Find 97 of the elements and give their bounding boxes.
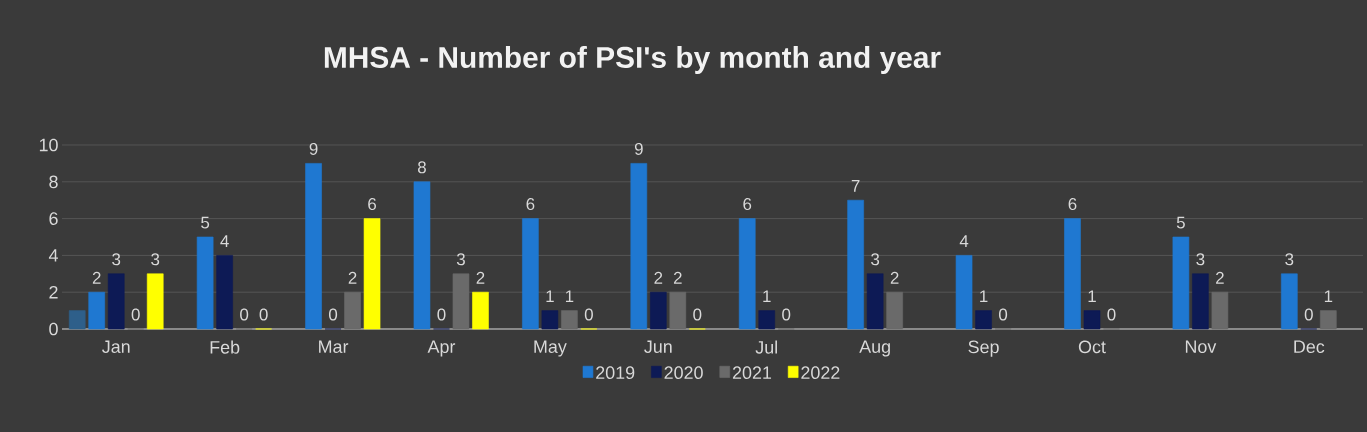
x-tick-label: Mar <box>319 340 349 354</box>
data-label: 0 <box>782 308 791 321</box>
x-tick-label: Jun <box>644 340 672 354</box>
bar <box>216 255 233 330</box>
data-label: 2 <box>654 271 663 284</box>
data-label: 3 <box>151 253 160 266</box>
bar <box>1211 291 1229 330</box>
bar <box>196 236 214 330</box>
data-label: 3 <box>456 253 465 266</box>
bar <box>758 310 776 330</box>
x-tick-label: May <box>534 340 567 357</box>
y-tick-label: 0 <box>49 322 58 336</box>
bar <box>344 291 361 330</box>
data-label: 4 <box>959 235 969 247</box>
data-label: 1 <box>980 290 988 303</box>
x-tick-label: Feb <box>210 340 240 354</box>
bar <box>363 218 381 330</box>
data-label: 6 <box>368 198 377 211</box>
legend-label: 2022 <box>801 366 840 379</box>
data-label: 9 <box>309 142 318 155</box>
bar <box>738 218 756 330</box>
legend-label: 2019 <box>596 366 635 379</box>
data-label: 0 <box>259 308 268 321</box>
bar <box>522 218 539 330</box>
data-label: 6 <box>743 198 752 211</box>
data-label: 5 <box>201 216 210 229</box>
bar <box>541 310 559 330</box>
bar <box>1083 310 1101 330</box>
data-label: 3 <box>871 253 880 266</box>
bar <box>413 181 431 330</box>
data-label: 1 <box>546 290 554 303</box>
data-label: 0 <box>1107 308 1116 321</box>
data-label: 0 <box>999 308 1008 321</box>
bar <box>1281 273 1298 330</box>
bar <box>847 199 864 330</box>
bar <box>107 273 125 330</box>
data-label: 3 <box>112 253 121 266</box>
data-label: 2 <box>1216 271 1224 284</box>
x-tick-label: Oct <box>1078 340 1106 354</box>
data-label: 0 <box>131 308 140 321</box>
y-tick-label: 2 <box>49 285 58 299</box>
x-tick-label: Nov <box>1185 340 1217 354</box>
x-tick-label: Apr <box>427 340 456 357</box>
x-tick-label: Aug <box>859 340 890 357</box>
data-label: 7 <box>851 180 860 192</box>
data-label: 6 <box>1068 198 1077 211</box>
bar <box>305 163 322 330</box>
x-tick-label: Jan <box>102 340 130 354</box>
data-label: 0 <box>329 308 338 321</box>
bar <box>975 310 992 330</box>
data-label: 4 <box>220 235 229 247</box>
bar <box>1064 218 1081 330</box>
data-label: 8 <box>418 161 426 174</box>
data-label: 2 <box>92 271 101 284</box>
bar <box>146 273 164 330</box>
data-label: 9 <box>634 142 643 155</box>
data-label: 2 <box>890 271 899 284</box>
x-tick-label: Jul <box>755 340 777 354</box>
legend-label: 2021 <box>732 366 772 379</box>
legend-label: 2020 <box>664 366 703 379</box>
y-tick-label: 4 <box>48 249 58 262</box>
bar <box>955 255 973 330</box>
data-label: 2 <box>673 271 682 284</box>
bar <box>88 291 106 330</box>
bar <box>561 310 578 330</box>
data-label: 3 <box>1196 253 1205 266</box>
bar <box>866 273 884 330</box>
chart-title: MHSA - Number of PSI's by month and year <box>324 46 941 74</box>
data-label: 2 <box>476 271 485 284</box>
bar <box>68 310 86 330</box>
data-label: 1 <box>763 290 771 303</box>
bar <box>669 291 687 330</box>
bar <box>630 163 648 330</box>
data-label: 0 <box>437 308 446 321</box>
data-label: 0 <box>584 308 593 321</box>
bar <box>650 291 667 330</box>
data-label: 6 <box>526 198 535 211</box>
bar <box>1320 310 1337 330</box>
bar <box>472 291 489 330</box>
data-label: 0 <box>1304 308 1313 321</box>
bar <box>886 291 903 330</box>
y-tick-label: 6 <box>49 212 58 225</box>
data-label: 1 <box>1088 290 1096 303</box>
bar <box>452 273 470 330</box>
y-tick-label: 8 <box>49 175 58 189</box>
data-label: 1 <box>565 290 574 303</box>
data-label: 0 <box>693 308 702 321</box>
data-label: 2 <box>348 271 357 284</box>
bar <box>1192 273 1209 330</box>
bar <box>1172 236 1190 330</box>
x-tick-label: Dec <box>1294 340 1325 354</box>
data-label: 1 <box>1324 290 1333 303</box>
data-label: 5 <box>1176 216 1185 229</box>
x-tick-label: Sep <box>968 340 999 357</box>
data-label: 3 <box>1285 253 1294 266</box>
y-tick-label: 10 <box>39 138 58 152</box>
data-label: 0 <box>240 308 249 321</box>
